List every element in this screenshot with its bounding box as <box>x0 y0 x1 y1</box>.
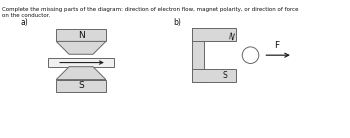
Bar <box>56 29 106 41</box>
Text: on the conductor.: on the conductor. <box>2 13 50 18</box>
Text: S: S <box>78 81 84 90</box>
Text: N: N <box>227 32 235 42</box>
Text: a): a) <box>20 18 28 27</box>
Text: N: N <box>78 31 84 40</box>
Bar <box>191 28 204 82</box>
Bar <box>191 28 236 41</box>
Circle shape <box>242 47 259 63</box>
Text: S: S <box>222 71 227 80</box>
Bar <box>191 69 236 82</box>
Text: b): b) <box>173 18 181 27</box>
Text: F: F <box>274 41 279 50</box>
Polygon shape <box>56 67 106 80</box>
Text: Complete the missing parts of the diagram: direction of electron flow, magnet po: Complete the missing parts of the diagra… <box>2 7 298 12</box>
Bar <box>48 58 114 67</box>
Bar <box>56 80 106 92</box>
Polygon shape <box>56 41 106 54</box>
